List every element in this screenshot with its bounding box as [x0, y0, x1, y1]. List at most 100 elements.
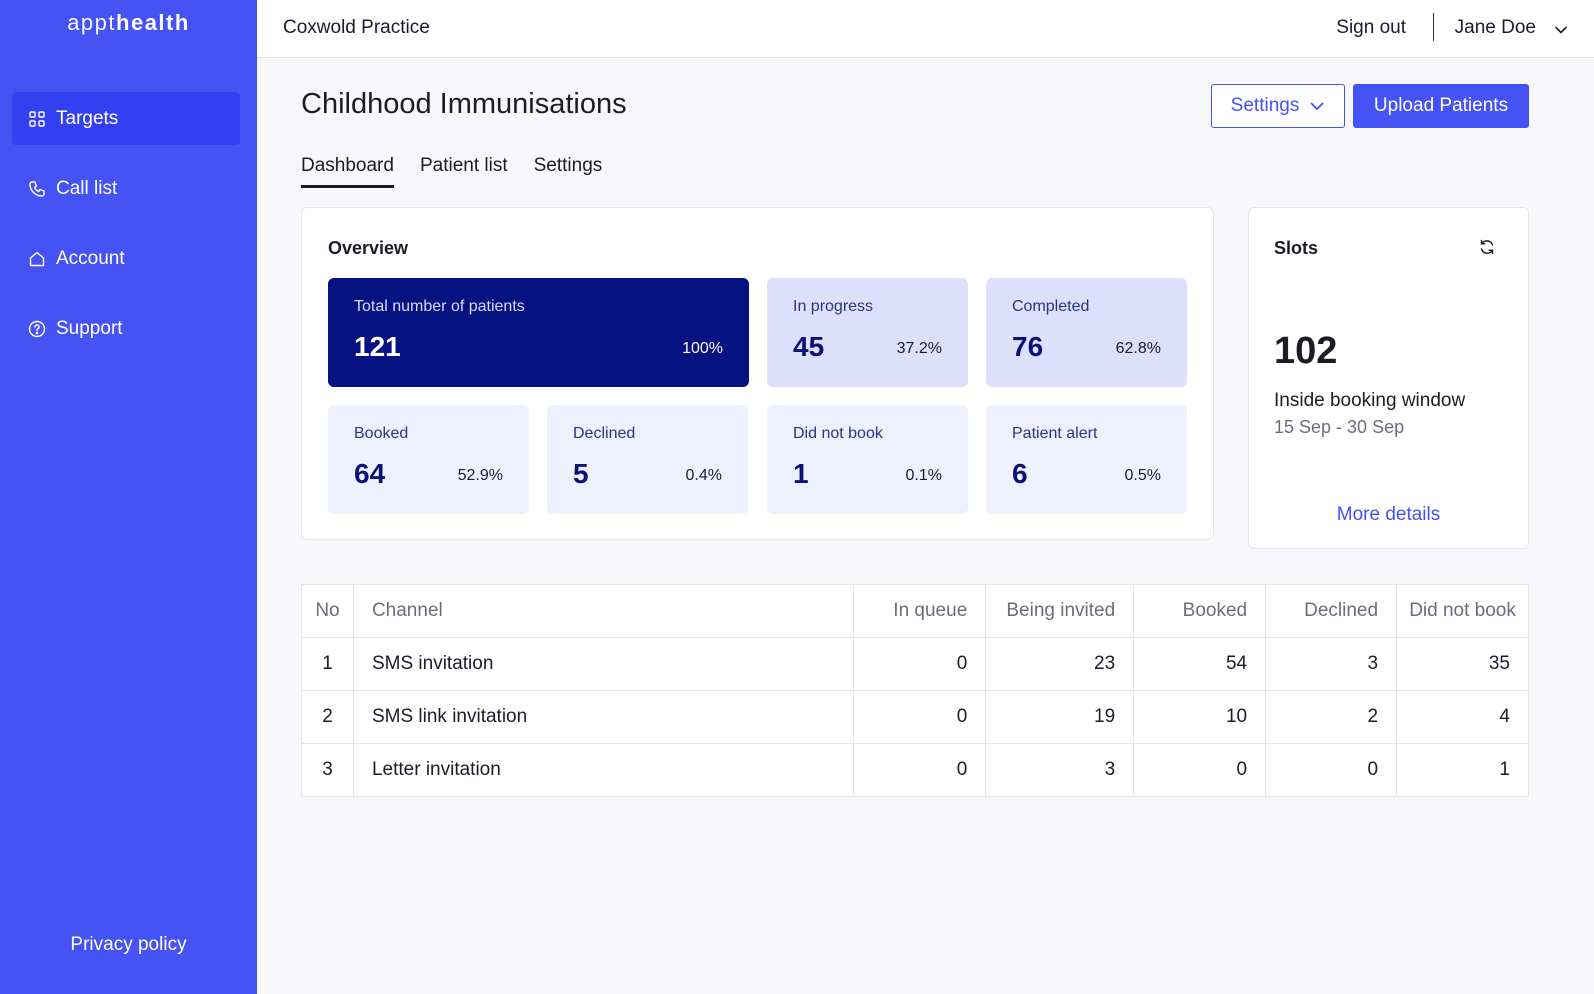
- cell-channel: SMS invitation: [352, 637, 855, 691]
- cell-did-not-book: 35: [1396, 637, 1529, 691]
- top-bar: Coxwold Practice Sign out Jane Doe: [257, 0, 1594, 58]
- user-name: Jane Doe: [1454, 17, 1536, 38]
- stat-value: 5: [573, 458, 589, 489]
- cell-declined: 2: [1265, 690, 1398, 744]
- sidebar-item-targets[interactable]: Targets: [12, 92, 240, 145]
- stat-patient-alert[interactable]: Patient alert 6 0.5%: [986, 405, 1187, 514]
- tab-settings[interactable]: Settings: [533, 155, 603, 176]
- refresh-icon[interactable]: [1478, 238, 1496, 256]
- stat-label: Declined: [573, 425, 636, 442]
- stat-value: 6: [1012, 458, 1028, 489]
- sidebar-item-label: Account: [56, 247, 125, 269]
- column-header-being-invited[interactable]: Being invited: [985, 584, 1135, 638]
- cell-being-invited: 3: [985, 743, 1135, 797]
- stat-percent: 52.9%: [457, 467, 503, 484]
- table-row[interactable]: 1 SMS invitation 0 23 54 3 35: [301, 637, 1529, 691]
- stat-percent: 0.4%: [685, 467, 722, 484]
- cell-booked: 54: [1133, 637, 1267, 691]
- cell-booked: 10: [1133, 690, 1267, 744]
- column-header-did-not-book[interactable]: Did not book: [1396, 584, 1529, 638]
- stat-value: 64: [354, 458, 386, 489]
- stat-value: 45: [793, 331, 825, 362]
- cell-being-invited: 19: [985, 690, 1135, 744]
- cell-channel: Letter invitation: [352, 743, 855, 797]
- sidebar-item-support[interactable]: Support: [12, 302, 240, 355]
- stat-value: 76: [1012, 331, 1044, 362]
- tab-patient-list[interactable]: Patient list: [419, 155, 508, 176]
- table-row[interactable]: 2 SMS link invitation 0 19 10 2 4: [301, 690, 1529, 744]
- cell-did-not-book: 4: [1396, 690, 1529, 744]
- practice-name: Coxwold Practice: [283, 17, 430, 38]
- header-divider: [1433, 13, 1434, 41]
- stat-label: Completed: [1012, 298, 1090, 315]
- user-menu[interactable]: Jane Doe: [1455, 17, 1568, 39]
- phone-icon: [28, 180, 46, 198]
- sign-out-button[interactable]: Sign out: [1336, 17, 1406, 38]
- sidebar-item-label: Support: [56, 317, 123, 339]
- channel-table: No Channel In queue Being invited Booked…: [301, 584, 1529, 797]
- cell-no: 1: [301, 637, 354, 691]
- slots-description: Inside booking window: [1274, 390, 1466, 411]
- cell-in-queue: 0: [853, 690, 987, 744]
- settings-dropdown-button[interactable]: Settings: [1211, 84, 1345, 128]
- cell-no: 2: [301, 690, 354, 744]
- cell-declined: 0: [1265, 743, 1398, 797]
- column-header-no[interactable]: No: [301, 584, 354, 638]
- stat-label: Did not book: [793, 425, 883, 442]
- stat-value: 121: [354, 331, 401, 362]
- logo-text-light: appt: [67, 10, 117, 35]
- stat-total-patients[interactable]: Total number of patients 121 100%: [328, 278, 749, 387]
- column-header-declined[interactable]: Declined: [1265, 584, 1398, 638]
- slots-card: Slots 102 Inside booking window 15 Sep -…: [1248, 207, 1529, 549]
- cell-in-queue: 0: [853, 637, 987, 691]
- sidebar-item-account[interactable]: Account: [12, 232, 240, 285]
- overview-card: Overview Total number of patients 121 10…: [301, 207, 1214, 540]
- sidebar-item-call-list[interactable]: Call list: [12, 162, 240, 215]
- more-details-link[interactable]: More details: [1336, 504, 1441, 525]
- stat-did-not-book[interactable]: Did not book 1 0.1%: [767, 405, 968, 514]
- stat-percent: 37.2%: [896, 340, 942, 357]
- cell-no: 3: [301, 743, 354, 797]
- stat-label: Patient alert: [1012, 425, 1098, 442]
- stat-label: In progress: [793, 298, 874, 315]
- cell-channel: SMS link invitation: [352, 690, 855, 744]
- column-header-channel[interactable]: Channel: [352, 584, 855, 638]
- stat-declined[interactable]: Declined 5 0.4%: [547, 405, 748, 514]
- table-row[interactable]: 3 Letter invitation 0 3 0 0 1: [301, 743, 1529, 797]
- privacy-policy-link[interactable]: Privacy policy: [70, 934, 187, 955]
- page-tabs: Dashboard Patient list Settings: [301, 155, 602, 188]
- chevron-down-icon: [1554, 21, 1568, 35]
- upload-patients-button[interactable]: Upload Patients: [1353, 84, 1529, 128]
- tab-dashboard[interactable]: Dashboard: [301, 155, 394, 188]
- grid-icon: [28, 110, 46, 128]
- appthealth-logo[interactable]: appthealth: [0, 10, 257, 36]
- slots-date-range: 15 Sep - 30 Sep: [1274, 417, 1405, 437]
- cell-being-invited: 23: [985, 637, 1135, 691]
- stat-completed[interactable]: Completed 76 62.8%: [986, 278, 1187, 387]
- stat-value: 1: [793, 458, 809, 489]
- sidebar-item-label: Call list: [56, 177, 118, 199]
- stat-label: Booked: [354, 425, 409, 442]
- stat-percent: 0.5%: [1124, 467, 1161, 484]
- cell-booked: 0: [1133, 743, 1267, 797]
- table-header-row: No Channel In queue Being invited Booked…: [301, 584, 1529, 638]
- column-header-in-queue[interactable]: In queue: [853, 584, 987, 638]
- chevron-down-icon: [1310, 102, 1324, 111]
- sidebar: appthealth Targets Call list Account Sup…: [0, 0, 257, 994]
- home-icon: [28, 250, 46, 268]
- settings-button-label: Settings: [1230, 95, 1300, 116]
- sidebar-item-label: Targets: [56, 107, 119, 129]
- page-title: Childhood Immunisations: [301, 88, 627, 120]
- slots-title: Slots: [1274, 238, 1319, 258]
- stat-label: Total number of patients: [354, 298, 525, 315]
- slots-count: 102: [1274, 330, 1338, 372]
- cell-in-queue: 0: [853, 743, 987, 797]
- column-header-booked[interactable]: Booked: [1133, 584, 1267, 638]
- cell-declined: 3: [1265, 637, 1398, 691]
- cell-did-not-book: 1: [1396, 743, 1529, 797]
- overview-title: Overview: [328, 238, 409, 258]
- stat-in-progress[interactable]: In progress 45 37.2%: [767, 278, 968, 387]
- stat-percent: 100%: [682, 340, 723, 357]
- stat-booked[interactable]: Booked 64 52.9%: [328, 405, 529, 514]
- logo-text-bold: health: [116, 10, 190, 35]
